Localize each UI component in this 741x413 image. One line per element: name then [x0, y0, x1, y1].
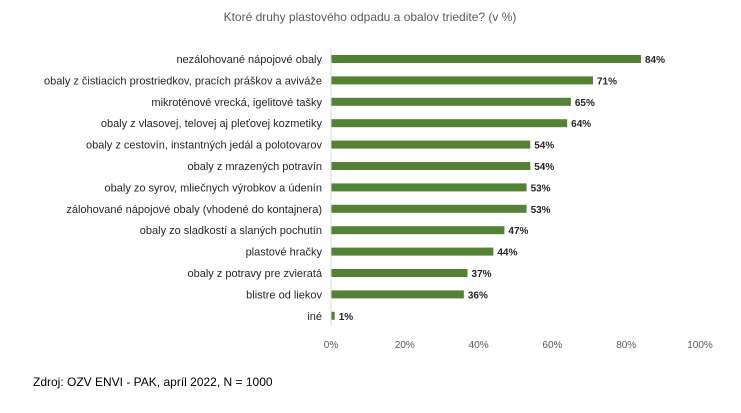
- category-label: zálohované nápojové obaly (vhodené do ko…: [66, 204, 322, 216]
- x-axis: 0% 20% 40% 60% 80% 100%: [324, 340, 713, 351]
- bar: [331, 162, 531, 170]
- bar: [331, 226, 505, 235]
- source-note: Zdroj: OZV ENVI - PAK, apríl 2022, N = 1…: [33, 375, 273, 389]
- value-label: 54%: [534, 141, 554, 152]
- bar: [331, 247, 494, 256]
- category-label: obaly z cestovín, instantných jedál a po…: [86, 140, 323, 152]
- bar: [331, 204, 527, 213]
- chart-title: Ktoré druhy plastového odpadu a obalov t…: [224, 10, 517, 24]
- category-label: obaly zo syrov, mliečnych výrobkov a úde…: [105, 182, 322, 194]
- category-label: obaly z čistiacich prostriedkov, pracích…: [44, 75, 322, 87]
- bar: [331, 290, 464, 299]
- bar: [331, 269, 468, 277]
- value-label: 37%: [472, 269, 492, 280]
- value-label: 84%: [645, 55, 665, 66]
- category-label: blistre od liekov: [246, 289, 322, 301]
- x-tick-label: 20%: [395, 340, 415, 351]
- value-label: 65%: [575, 98, 595, 109]
- category-label: obaly zo sladkostí a slaných pochutín: [140, 225, 322, 237]
- bar: [331, 311, 335, 320]
- x-tick-label: 40%: [469, 340, 489, 351]
- value-label: 47%: [508, 226, 528, 237]
- value-label: 53%: [531, 183, 551, 194]
- bar: [331, 183, 527, 192]
- category-label: obaly z potravy pre zvieratá: [187, 268, 322, 280]
- value-label: 64%: [571, 119, 591, 130]
- bar: [331, 55, 641, 63]
- value-label: 44%: [497, 248, 517, 259]
- category-label: mikroténové vrecká, igelitové tašky: [151, 97, 322, 109]
- bar: [331, 119, 568, 128]
- bar: [331, 140, 531, 149]
- value-label: 36%: [468, 290, 488, 301]
- category-label: iné: [307, 311, 322, 323]
- x-tick-label: 0%: [324, 340, 339, 351]
- category-label: nezálohované nápojové obaly: [176, 54, 322, 66]
- value-label: 71%: [597, 76, 617, 87]
- x-tick-label: 100%: [687, 340, 713, 351]
- x-tick-label: 80%: [616, 340, 636, 351]
- category-label: obaly z mrazených potravín: [187, 161, 322, 173]
- bar: [331, 76, 593, 85]
- value-label: 1%: [339, 312, 354, 323]
- category-label: obaly z vlasovej, telovej aj pleťovej ko…: [101, 118, 323, 130]
- bars-group: nezálohované nápojové obaly 84% obaly z či…: [44, 49, 665, 326]
- x-tick-label: 60%: [542, 340, 562, 351]
- bar-chart: Ktoré druhy plastového odpadu a obalov t…: [44, 10, 713, 351]
- value-label: 54%: [534, 162, 554, 173]
- value-label: 53%: [531, 205, 551, 216]
- category-label: plastové hračky: [246, 247, 323, 259]
- bar: [331, 97, 571, 106]
